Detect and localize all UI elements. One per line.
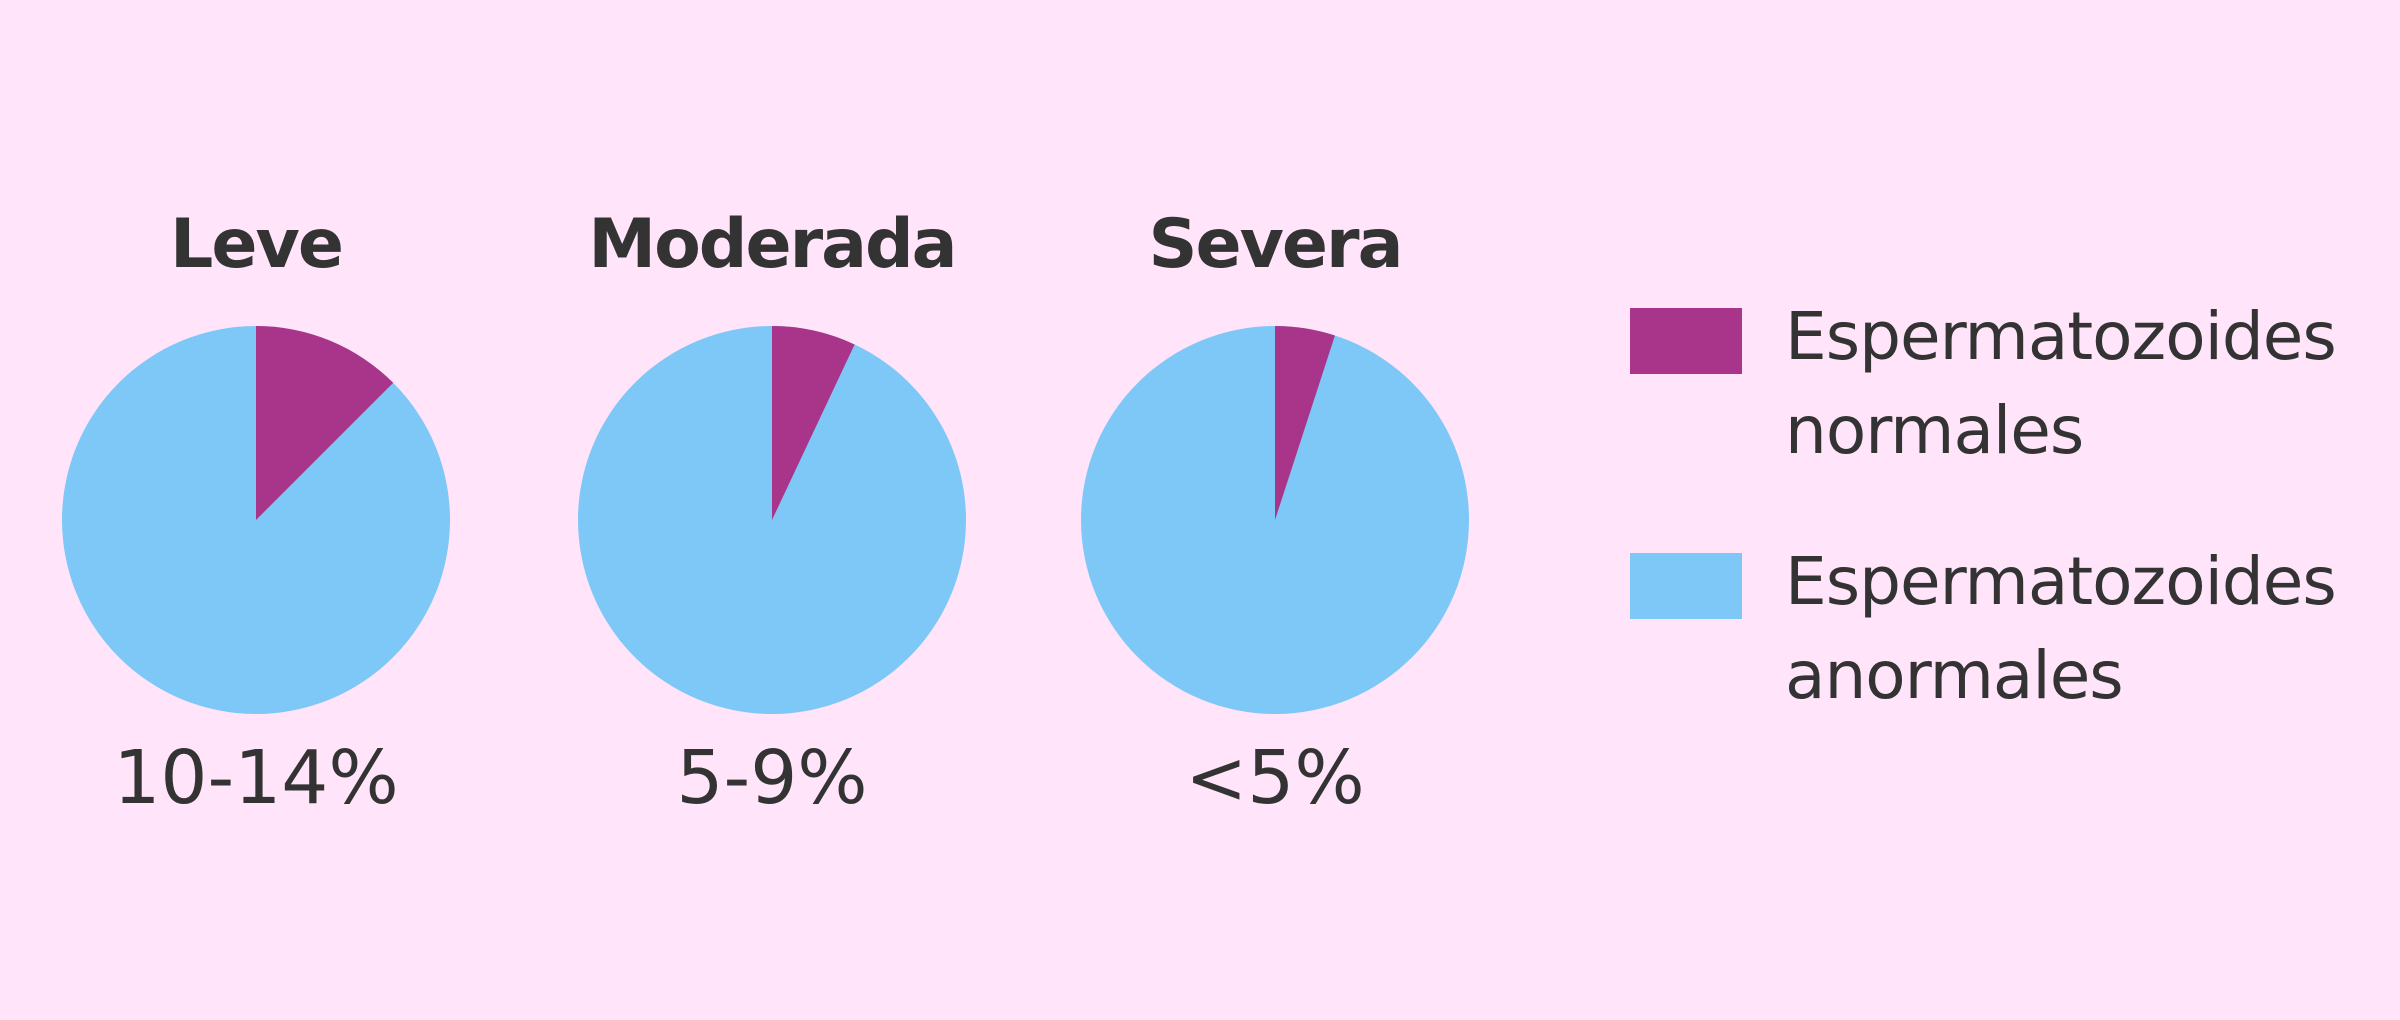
slice-normal: [256, 326, 394, 520]
pie: [578, 326, 966, 714]
pie: [62, 326, 450, 714]
pie: [1081, 326, 1469, 714]
pie-title: Moderada: [588, 205, 957, 284]
pie-range-label: 10-14%: [113, 735, 399, 821]
slice-normal: [1275, 326, 1335, 520]
legend-swatch-abnormal: [1630, 553, 1742, 619]
legend-label-line2: normales: [1785, 392, 2084, 469]
pie-title: Leve: [170, 205, 344, 284]
legend-label: Espermatozoides anormales: [1785, 535, 2337, 723]
pie-chart-moderada: Moderada 5-9%: [512, 0, 1032, 1020]
legend-label-line1: Espermatozoides: [1785, 543, 2337, 620]
pie-range-label: <5%: [1185, 735, 1365, 821]
pie-title: Severa: [1148, 205, 1404, 284]
legend-label-line1: Espermatozoides: [1785, 298, 2337, 375]
pie-range-label: 5-9%: [676, 735, 868, 821]
slice-normal: [772, 326, 855, 520]
pie-chart-severa: Severa <5%: [1015, 0, 1535, 1020]
pie-chart-leve: Leve 10-14%: [0, 0, 516, 1020]
legend-swatch-normal: [1630, 308, 1742, 374]
legend-label-line2: anormales: [1785, 637, 2124, 714]
legend-label: Espermatozoides normales: [1785, 290, 2337, 478]
